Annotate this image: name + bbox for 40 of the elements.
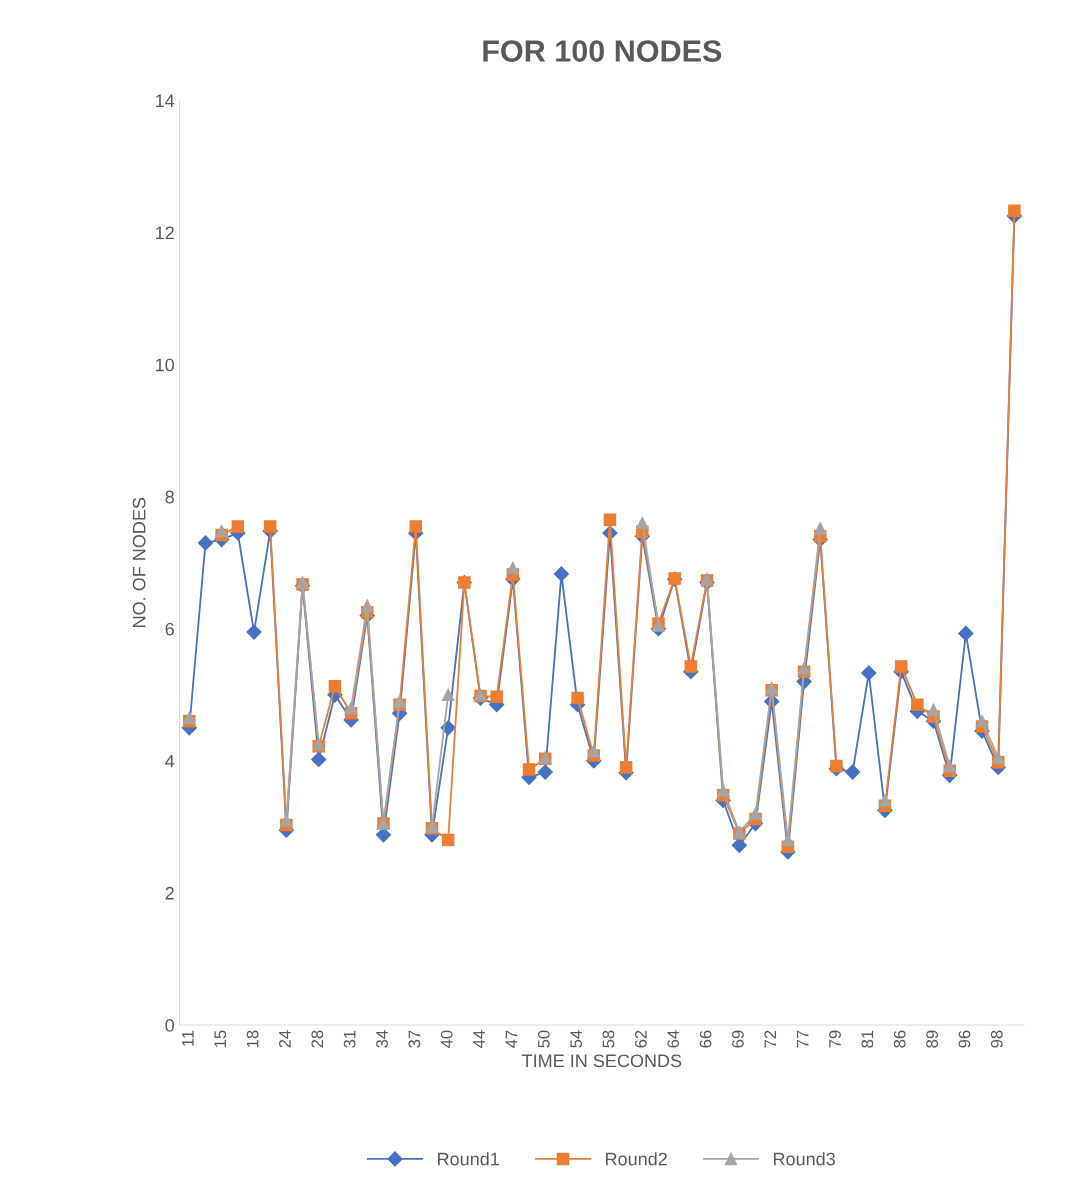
x-tick-label: 47 bbox=[505, 1030, 518, 1048]
x-tick-label: 66 bbox=[699, 1030, 712, 1048]
y-tick-label: 10 bbox=[156, 358, 175, 372]
x-tick-label: 31 bbox=[343, 1030, 356, 1048]
x-tick-label: 98 bbox=[990, 1030, 1003, 1048]
y-tick-label: 12 bbox=[156, 226, 174, 240]
y-tick-label: 0 bbox=[165, 1018, 175, 1032]
x-tick-label: 81 bbox=[861, 1030, 874, 1048]
x-tick-label: 58 bbox=[602, 1030, 615, 1048]
legend-label: Round1 bbox=[438, 1152, 499, 1166]
x-tick-label: 44 bbox=[473, 1030, 485, 1048]
y-tick-label: 4 bbox=[165, 754, 175, 768]
x-tick-label: 79 bbox=[829, 1030, 841, 1048]
x-tick-label: 28 bbox=[311, 1030, 324, 1048]
x-tick-label: 34 bbox=[376, 1030, 388, 1048]
x-tick-label: 64 bbox=[667, 1030, 680, 1048]
x-tick-label: 24 bbox=[279, 1030, 291, 1048]
y-tick-label: 2 bbox=[165, 886, 174, 900]
x-tick-label: 40 bbox=[440, 1030, 453, 1048]
x-tick-label: 72 bbox=[764, 1030, 777, 1048]
x-tick-label: 50 bbox=[537, 1030, 550, 1048]
y-tick-label: 6 bbox=[165, 622, 174, 636]
x-tick-label: 86 bbox=[893, 1030, 906, 1048]
x-tick-label: 18 bbox=[246, 1030, 259, 1048]
y-tick-label: 14 bbox=[156, 94, 175, 108]
legend-label: Round2 bbox=[606, 1152, 667, 1166]
legend-label: Round3 bbox=[773, 1152, 835, 1166]
chart-title: FOR 100 NODES bbox=[483, 40, 722, 62]
x-axis-title: TIME IN SECONDS bbox=[522, 1054, 682, 1068]
x-tick-label: 89 bbox=[926, 1030, 938, 1048]
x-tick-label: 77 bbox=[796, 1030, 809, 1048]
x-tick-label: 54 bbox=[570, 1030, 583, 1048]
x-tick-label: 37 bbox=[408, 1030, 421, 1048]
y-tick-label: 8 bbox=[165, 490, 174, 504]
x-tick-label: 15 bbox=[214, 1030, 227, 1048]
x-tick-label: 62 bbox=[634, 1030, 647, 1048]
y-axis-title: NO. OF NODES bbox=[132, 497, 146, 627]
x-tick-label: 11 bbox=[182, 1030, 194, 1046]
x-tick-label: 69 bbox=[732, 1030, 744, 1048]
x-tick-label: 96 bbox=[958, 1030, 971, 1048]
